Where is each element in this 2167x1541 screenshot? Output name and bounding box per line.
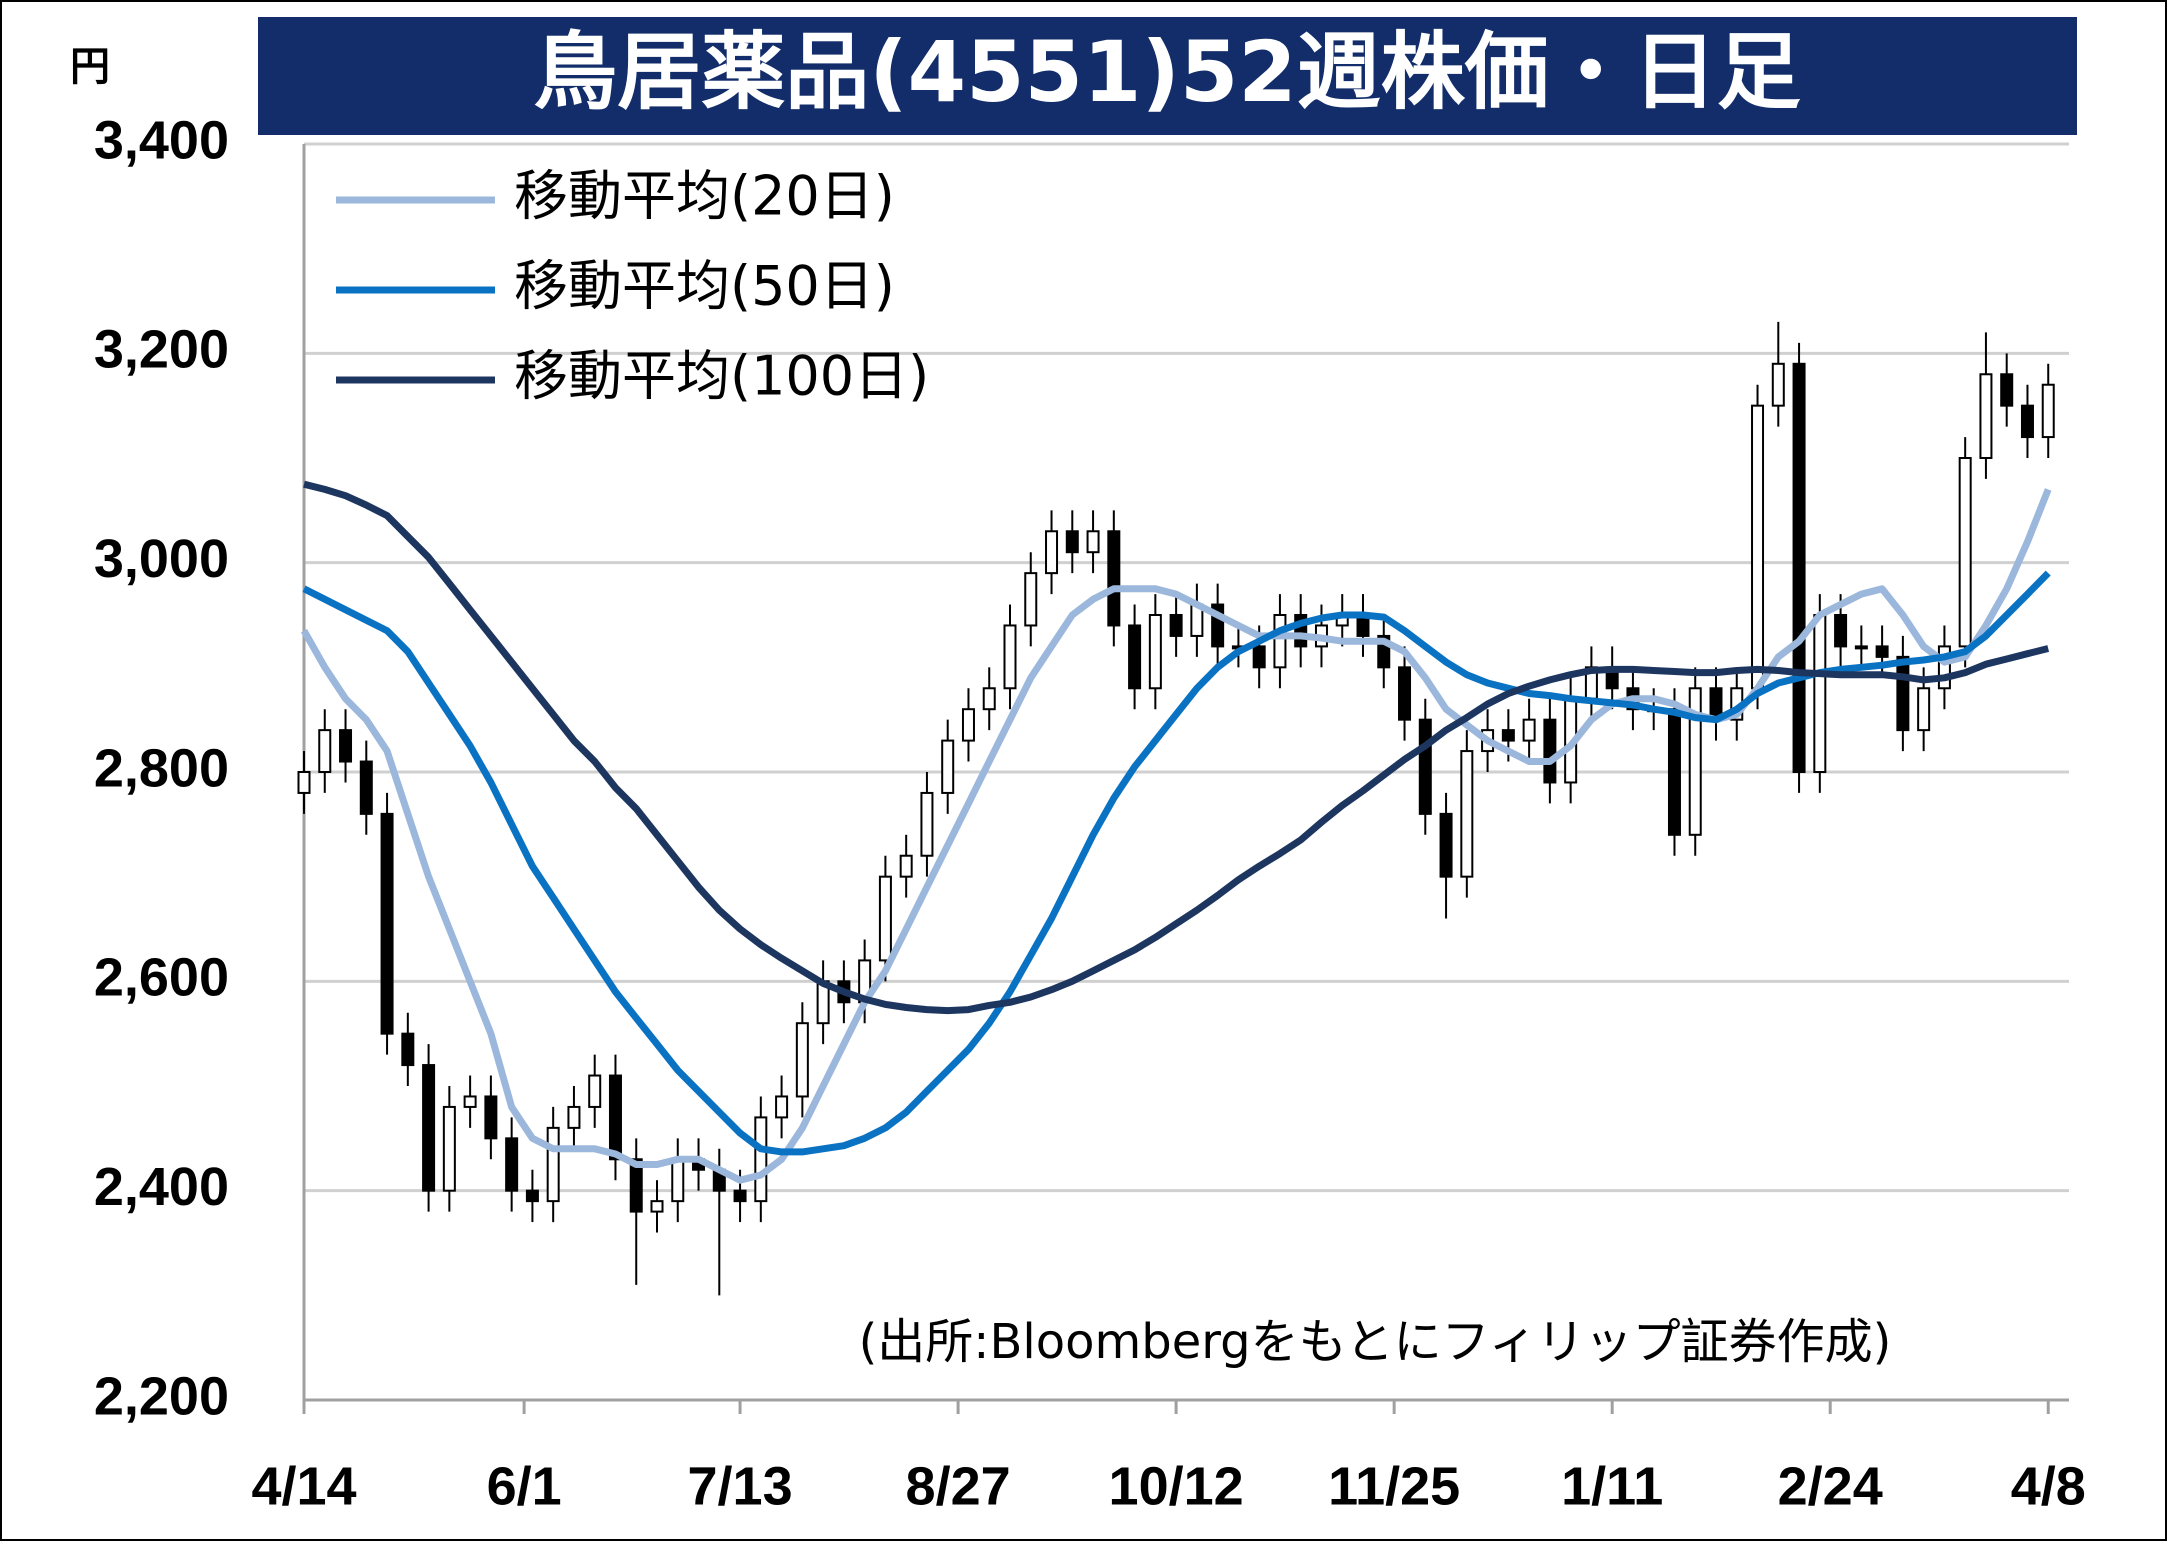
candle-body [671, 1158, 685, 1203]
candle-body [733, 1189, 747, 1203]
source-note: (出所:Bloombergをもとにフィリップ証券作成) [859, 1314, 1892, 1370]
y-tick-label: 3,200 [94, 320, 229, 380]
candle-body [2000, 373, 2014, 407]
x-tick-label: 1/11 [1561, 1456, 1663, 1516]
x-tick-label: 2/24 [1778, 1456, 1883, 1516]
candle-body [1065, 530, 1079, 554]
candle-body [1667, 708, 1681, 836]
candle-body [1834, 614, 1848, 648]
candle-body [1917, 687, 1931, 732]
candle-body [1377, 634, 1391, 669]
candle-body [1937, 645, 1951, 690]
candle-body [982, 687, 996, 711]
candle-body [525, 1189, 539, 1203]
candle-body [961, 708, 975, 742]
title-banner [258, 17, 2077, 135]
x-tick-label: 8/27 [906, 1456, 1011, 1516]
ma-line [300, 488, 2052, 1184]
candle-body [1854, 645, 1868, 650]
candle-body [401, 1032, 415, 1067]
candle-body [1543, 718, 1557, 784]
candle-body [1211, 603, 1225, 648]
legend-label: 移動平均(100日) [514, 345, 929, 408]
candle-body [1792, 362, 1806, 773]
candle-body [608, 1074, 622, 1161]
candle-body [1148, 614, 1162, 690]
y-tick-label: 2,600 [94, 948, 229, 1008]
candle-body [567, 1105, 581, 1129]
candle-body [899, 854, 913, 878]
y-axis-label: 円 [70, 44, 110, 90]
candle-body [878, 875, 892, 962]
y-tick-label: 3,000 [94, 529, 229, 589]
candle-body [1501, 729, 1515, 742]
legend-label: 移動平均(20日) [514, 165, 895, 228]
candle-body [1979, 373, 1993, 459]
candle-body [1273, 614, 1287, 669]
candle-body [339, 729, 353, 763]
candle-body [1875, 645, 1889, 658]
candle-body [546, 1126, 560, 1203]
candle-body [505, 1137, 519, 1192]
candle-body [2041, 383, 2055, 439]
candle-body [1045, 530, 1059, 575]
chart-title: 鳥居薬品(4551)52週株価・日足 [533, 23, 1800, 121]
candle-body [1896, 655, 1910, 732]
candle-body [442, 1105, 456, 1192]
candle-body [1958, 457, 1972, 648]
candle-body [1522, 718, 1536, 742]
candle-body [754, 1116, 768, 1203]
y-tick-label: 2,400 [94, 1157, 229, 1217]
x-tick-label: 4/14 [251, 1456, 356, 1516]
candle-body [463, 1095, 477, 1108]
legend-label: 移動平均(50日) [514, 255, 895, 318]
x-tick-label: 7/13 [688, 1456, 793, 1516]
x-tick-label: 4/8 [2011, 1456, 2086, 1516]
x-tick-label: 10/12 [1109, 1456, 1244, 1516]
candle-body [1751, 404, 1765, 690]
candle-body [2020, 404, 2034, 439]
x-tick-label: 6/1 [487, 1456, 562, 1516]
candle-body [484, 1095, 498, 1140]
candle-body [1813, 614, 1827, 773]
y-tick-label: 2,800 [94, 738, 229, 798]
candle-body [941, 739, 955, 794]
candle-body [588, 1074, 602, 1108]
candle-body [318, 729, 332, 774]
candle-body [359, 760, 373, 815]
candle-body [1439, 812, 1453, 878]
candle-body [1252, 645, 1266, 669]
candle-body [1086, 530, 1100, 554]
candle-body [422, 1064, 436, 1192]
candle-body [1418, 718, 1432, 815]
candle-body [1107, 530, 1121, 627]
candle-body [1128, 624, 1142, 690]
candle-body [297, 771, 311, 794]
y-tick-label: 3,400 [94, 110, 229, 170]
candle-body [629, 1158, 643, 1213]
candle-body [1169, 614, 1183, 637]
candle-body [1771, 362, 1785, 407]
ma-line [303, 480, 2050, 1015]
candle-body [650, 1200, 664, 1213]
candle-body [1398, 666, 1412, 721]
candle-body [1688, 687, 1702, 836]
candle-body [1460, 750, 1474, 878]
ma-line [302, 570, 2051, 1156]
x-tick-label: 11/25 [1328, 1456, 1460, 1516]
y-tick-label: 2,200 [94, 1366, 229, 1426]
candle-body [775, 1095, 789, 1119]
candle-body [920, 791, 934, 857]
candle-body [1294, 614, 1308, 648]
candle-body [1024, 572, 1038, 627]
candle-body [380, 812, 394, 1035]
candle-body [1003, 624, 1017, 690]
candle-body [795, 1022, 809, 1098]
